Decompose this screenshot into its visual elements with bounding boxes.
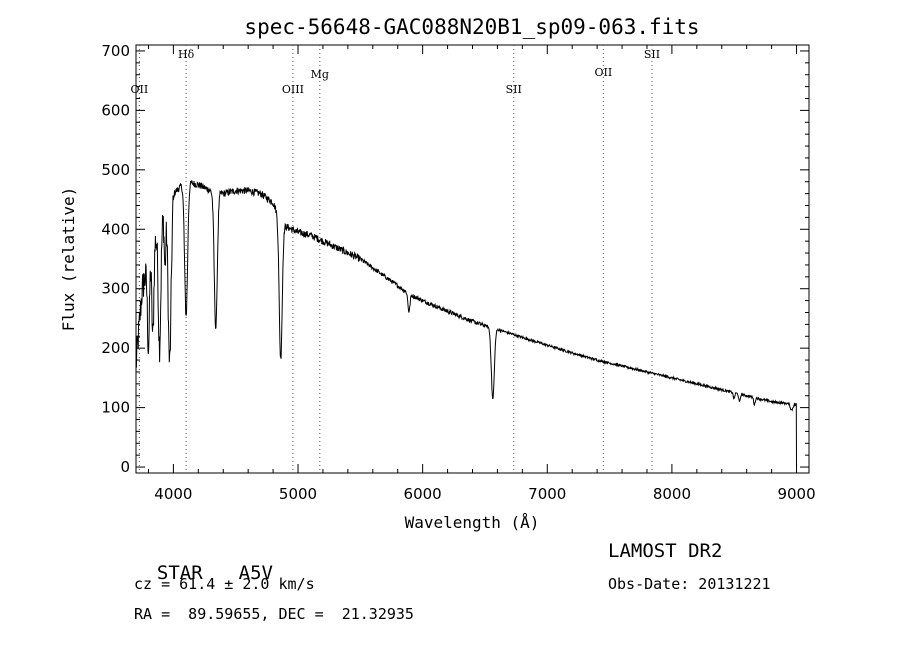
x-tick-label: 8000 <box>653 485 691 503</box>
coordinates-text: RA = 89.59655, DEC = 21.32935 <box>134 605 414 623</box>
spectral-line-markers: OII Hδ OIII Mg SII OII SII <box>131 45 660 473</box>
y-tick-label: 500 <box>101 161 130 179</box>
x-axis-label: Wavelength (Å) <box>405 513 540 532</box>
spectral-line-label: OIII <box>282 83 304 96</box>
y-tick-label: 600 <box>101 101 130 119</box>
spectral-line-label: Mg <box>311 68 329 81</box>
y-axis-label: Flux (relative) <box>59 187 78 332</box>
y-tick-label: 300 <box>101 280 130 298</box>
spectral-line-label: Hδ <box>178 48 195 61</box>
spectral-line-label: OII <box>595 66 613 79</box>
spectral-line-label: SII <box>506 83 522 96</box>
class-label: STAR <box>156 562 203 584</box>
spectral-line-label: SII <box>644 48 660 61</box>
y-tick-label: 0 <box>120 458 130 476</box>
survey-label: LAMOST DR2 <box>608 540 723 562</box>
spectrum-line <box>135 180 797 468</box>
x-tick-label: 7000 <box>528 485 566 503</box>
x-tick-label: 9000 <box>777 485 815 503</box>
plot-frame <box>135 44 810 474</box>
spectral-line-label: OII <box>131 83 149 96</box>
x-axis-ticks: 4000 5000 6000 7000 8000 9000 <box>147 45 816 503</box>
y-tick-label: 100 <box>101 399 130 417</box>
x-tick-label: 5000 <box>279 485 317 503</box>
y-tick-label: 400 <box>101 220 130 238</box>
obs-date-text: Obs-Date: 20131221 <box>608 575 771 593</box>
y-axis-ticks: 0 100 200 300 400 500 600 700 <box>101 42 809 476</box>
x-tick-label: 6000 <box>404 485 442 503</box>
chart-title: spec-56648-GAC088N20B1_sp09-063.fits <box>244 15 699 39</box>
y-tick-label: 700 <box>101 42 130 60</box>
object-class: STAR A5V <box>134 540 273 584</box>
subclass-label: A5V <box>238 562 273 584</box>
redshift-text: cz = 61.4 ± 2.0 km/s <box>134 575 315 593</box>
y-tick-label: 200 <box>101 339 130 357</box>
x-tick-label: 4000 <box>154 485 192 503</box>
